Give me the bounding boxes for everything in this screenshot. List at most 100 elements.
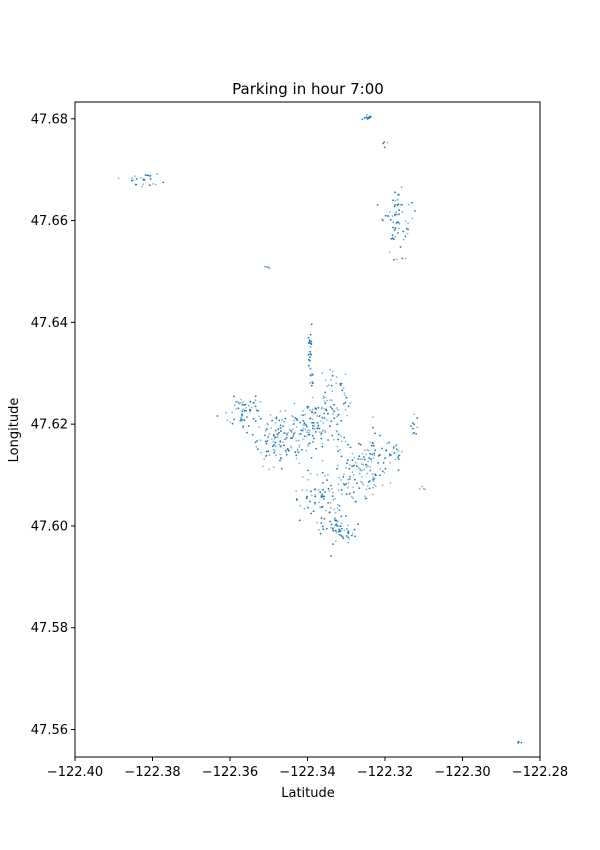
scatter-point xyxy=(311,382,314,385)
scatter-point xyxy=(162,181,165,184)
scatter-point xyxy=(260,451,263,454)
scatter-point xyxy=(156,173,159,176)
scatter-point xyxy=(394,458,397,461)
scatter-point xyxy=(141,185,143,188)
scatter-point xyxy=(363,458,366,461)
scatter-point xyxy=(311,418,314,421)
scatter-point xyxy=(311,396,314,399)
scatter-point xyxy=(309,350,311,353)
scatter-point xyxy=(296,448,299,451)
scatter-point xyxy=(309,345,312,348)
scatter-point xyxy=(320,517,323,519)
scatter-point xyxy=(268,468,270,471)
scatter-point xyxy=(291,428,294,431)
scatter-point xyxy=(397,221,400,224)
scatter-point xyxy=(309,500,311,503)
scatter-point xyxy=(337,433,340,436)
scatter-point xyxy=(306,495,308,498)
scatter-point xyxy=(362,483,365,486)
scatter-point xyxy=(370,458,372,460)
scatter-point xyxy=(226,419,229,422)
scatter-point xyxy=(337,409,339,411)
scatter-point xyxy=(144,174,147,177)
scatter-point xyxy=(247,404,250,407)
scatter-point xyxy=(273,451,276,454)
scatter-point xyxy=(331,390,334,392)
scatter-point xyxy=(387,215,390,218)
scatter-point xyxy=(308,431,310,434)
scatter-point xyxy=(311,494,313,497)
scatter-point xyxy=(394,199,397,202)
scatter-point xyxy=(412,432,414,435)
scatter-point xyxy=(393,445,395,448)
scatter-point xyxy=(322,397,325,400)
scatter-point xyxy=(393,229,396,232)
scatter-point xyxy=(330,555,332,557)
x-tick-label: −122.38 xyxy=(124,765,180,780)
scatter-point xyxy=(275,416,278,419)
scatter-point xyxy=(259,417,262,420)
scatter-point xyxy=(372,426,374,429)
scatter-point xyxy=(379,468,382,470)
scatter-point xyxy=(140,177,143,179)
scatter-point xyxy=(245,407,248,409)
scatter-point xyxy=(334,497,336,500)
scatter-point xyxy=(279,440,282,443)
scatter-point xyxy=(320,496,323,499)
scatter-point xyxy=(281,418,283,421)
scatter-point xyxy=(308,442,311,445)
scatter-point xyxy=(325,409,327,411)
scatter-point xyxy=(231,411,234,414)
scatter-point xyxy=(296,499,298,501)
scatter-point xyxy=(307,478,310,481)
scatter-point xyxy=(314,495,317,498)
scatter-point xyxy=(303,435,306,438)
scatter-point xyxy=(370,460,373,463)
scatter-point xyxy=(329,502,332,504)
scatter-point xyxy=(345,396,348,399)
scatter-point xyxy=(310,384,313,387)
scatter-point xyxy=(329,406,332,408)
scatter-point xyxy=(307,336,310,339)
scatter-point xyxy=(340,522,343,525)
scatter-point xyxy=(359,458,362,460)
scatter-point xyxy=(334,540,337,543)
scatter-point xyxy=(242,408,245,410)
scatter-point xyxy=(414,210,416,212)
scatter-point xyxy=(340,489,343,491)
scatter-point xyxy=(395,221,398,224)
scatter-point xyxy=(326,399,329,402)
scatter-point xyxy=(254,399,257,402)
scatter-point xyxy=(287,432,289,434)
scatter-point xyxy=(367,481,370,483)
scatter-point xyxy=(366,114,368,116)
scatter-point xyxy=(134,175,136,178)
scatter-point xyxy=(249,411,252,413)
scatter-point xyxy=(392,447,395,449)
scatter-point xyxy=(287,449,290,452)
scatter-point xyxy=(517,741,520,743)
scatter-point xyxy=(320,407,323,410)
scatter-point xyxy=(233,418,236,421)
scatter-point xyxy=(363,116,366,119)
scatter-point xyxy=(363,456,365,458)
scatter-point xyxy=(364,495,366,498)
scatter-point xyxy=(233,395,235,398)
scatter-point xyxy=(318,415,321,417)
scatter-point xyxy=(331,488,333,490)
scatter-point xyxy=(290,429,292,432)
scatter-point xyxy=(273,444,275,446)
scatter-point xyxy=(336,525,339,527)
scatter-point xyxy=(302,424,305,427)
scatter-point xyxy=(324,391,327,394)
scatter-point xyxy=(309,356,311,358)
scatter-point xyxy=(392,238,395,241)
scatter-point xyxy=(131,179,133,182)
scatter-point xyxy=(335,531,338,534)
scatter-point xyxy=(335,382,338,385)
scatter-point xyxy=(311,410,313,413)
scatter-point xyxy=(338,529,341,532)
scatter-point xyxy=(398,222,401,225)
scatter-point xyxy=(293,432,295,435)
scatter-point xyxy=(335,523,338,526)
